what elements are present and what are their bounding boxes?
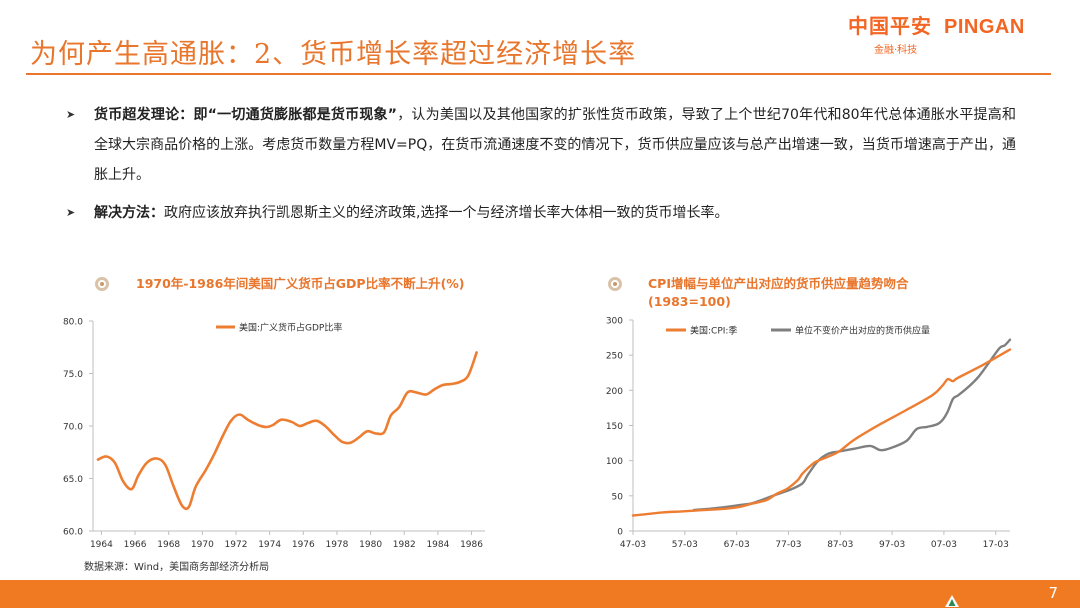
chart1-x-tick-label: 1964 (90, 540, 113, 550)
chart1-x-tick-label: 1986 (460, 540, 483, 550)
chart1-x-tick-label: 1966 (124, 540, 147, 550)
chart1-x-tick-label: 1968 (157, 540, 180, 550)
brand-name-cn: 中国平安 (848, 16, 932, 38)
chart1-y-tick-label: 70.0 (63, 423, 83, 433)
bullet-arrow-icon: ➤ (66, 206, 76, 219)
bullet-text: ，认为美国以及其他国家的扩张性货币政策，导致了上个世纪70年代和80年代总体通胀… (94, 107, 1016, 183)
title-divider (26, 73, 1051, 75)
chart1-legend-label: 美国:广义货币占GDP比率 (239, 322, 342, 334)
chart1-x-tick-label: 1974 (258, 540, 281, 550)
bullet-item: ➤ 货币超发理论：即“一切通货膨胀都是货币现象”，认为美国以及其他国家的扩张性货… (66, 100, 1016, 190)
chart1-title-dot-icon (95, 277, 109, 291)
chart2-title-dot-icon (608, 277, 622, 291)
chart1-y-tick-label: 80.0 (63, 318, 83, 328)
chart1-x-tick-label: 1978 (325, 540, 348, 550)
bullet-item: ➤ 解决方法：政府应该放弃执行凯恩斯主义的经济政策,选择一个与经济增长率大体相一… (66, 198, 1016, 228)
bullet-text: 政府应该放弃执行凯恩斯主义的经济政策,选择一个与经济增长率大体相一致的货币增长率… (164, 205, 729, 221)
chart1-y-tick-label: 75.0 (63, 370, 83, 380)
chart1-x-tick-label: 1972 (225, 540, 248, 550)
chart1-title: 1970年-1986年间美国广义货币占GDP比率不断上升(%) (136, 276, 465, 291)
chart1-x-tick-label: 1980 (359, 540, 382, 550)
brand-name-en: PINGAN (944, 16, 1025, 38)
chart1-x-tick-label: 1970 (191, 540, 214, 550)
chart1-y-tick-label: 60.0 (63, 528, 83, 538)
slide-title: 为何产生高通胀：2、货币增长率超过经济增长率 (30, 39, 637, 70)
bullet-heading: 解决方法： (94, 205, 164, 221)
footer-logo-icon (945, 595, 959, 607)
bullet-heading: 货币超发理论：即“一切通货膨胀都是货币现象” (94, 107, 397, 123)
chart1-y-tick-label: 65.0 (63, 475, 83, 485)
footer-bar (0, 580, 1080, 608)
chart1-x-tick-label: 1982 (393, 540, 416, 550)
chart1-series-line (96, 351, 478, 511)
bullet-arrow-icon: ➤ (66, 108, 76, 121)
data-source-note: 数据来源：Wind，美国商务部经济分析局 (84, 562, 270, 573)
chart2-title: CPI增幅与单位产出对应的货币供应量趋势吻合(1983=100) (648, 276, 909, 309)
brand-tagline: 金融·科技 (874, 45, 918, 56)
brand-logo: 中国平安 PINGAN 金融·科技 (848, 10, 1074, 60)
bullet-list: ➤ 货币超发理论：即“一切通货膨胀都是货币现象”，认为美国以及其他国家的扩张性货… (66, 100, 1016, 228)
chart1-x-tick-label: 1976 (292, 540, 315, 550)
page-number: 7 (1048, 584, 1058, 602)
chart1-x-tick-label: 1984 (426, 540, 449, 550)
